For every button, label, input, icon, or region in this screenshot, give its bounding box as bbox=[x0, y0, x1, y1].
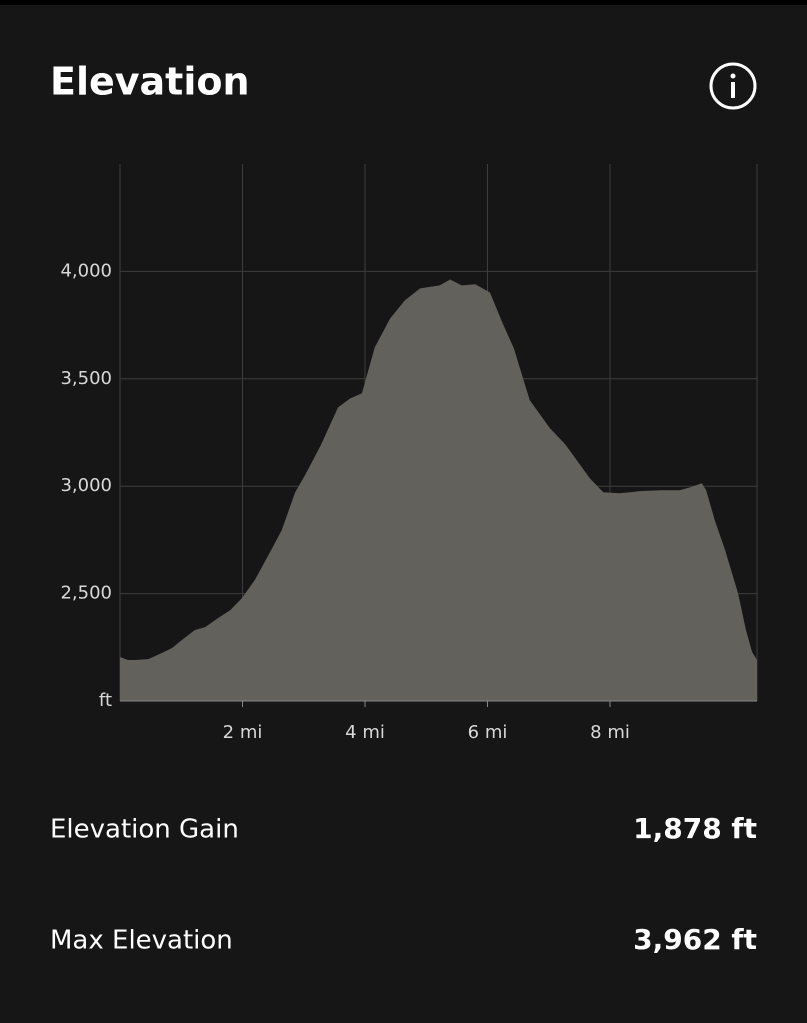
chart: ft 2,500 3,000 3,500 4,000 2 mi 4 mi 6 mi 8 mi bbox=[60, 164, 758, 743]
y-tick-label: 4,000 bbox=[60, 260, 112, 281]
y-tick-label: 3,000 bbox=[60, 475, 112, 496]
y-tick-label: 3,500 bbox=[60, 368, 112, 389]
elevation-area bbox=[120, 279, 757, 701]
info-button[interactable] bbox=[709, 62, 757, 110]
stat-value: 3,962 ft bbox=[633, 923, 757, 956]
x-tick-label: 6 mi bbox=[468, 722, 508, 743]
stat-label: Max Elevation bbox=[50, 926, 233, 956]
status-bar bbox=[0, 0, 807, 5]
x-tick-label: 8 mi bbox=[590, 722, 630, 743]
x-tick-label: 2 mi bbox=[223, 722, 263, 743]
info-dot bbox=[730, 73, 736, 79]
info-stem bbox=[731, 82, 735, 98]
y-tick-label: 2,500 bbox=[60, 583, 112, 604]
stat-value: 1,878 ft bbox=[633, 812, 757, 845]
y-tick-label: ft bbox=[99, 690, 112, 711]
stat-label: Elevation Gain bbox=[50, 815, 239, 845]
title: Elevation bbox=[50, 60, 250, 104]
x-tick-label: 4 mi bbox=[345, 722, 385, 743]
info-icon[interactable] bbox=[709, 62, 757, 110]
